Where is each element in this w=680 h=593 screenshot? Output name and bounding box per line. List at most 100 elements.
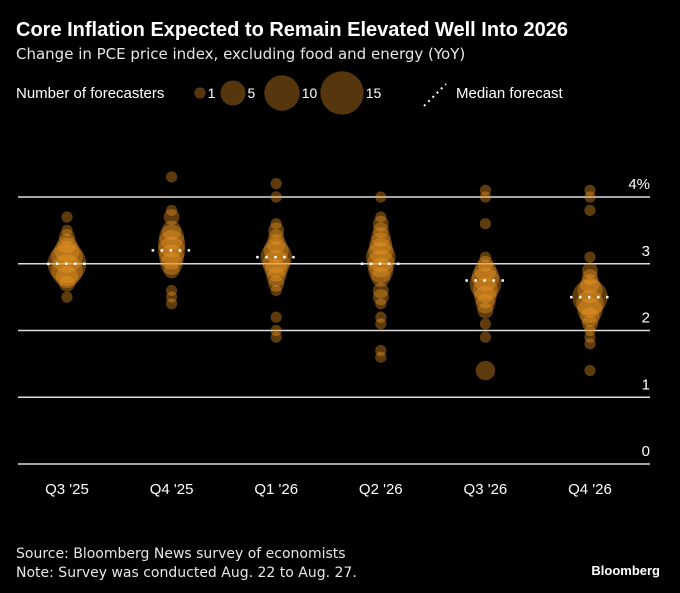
forecast-bubble (166, 171, 178, 183)
forecast-bubble (368, 237, 394, 263)
forecast-bubble (54, 237, 80, 263)
forecast-bubble (471, 263, 500, 291)
forecast-bubble (477, 255, 494, 272)
forecast-bubble (576, 290, 604, 318)
forecast-bubble (582, 262, 598, 279)
forecast-bubble (368, 257, 394, 283)
bloomberg-logo: Bloomberg (591, 563, 660, 578)
forecast-bubble (479, 218, 491, 230)
forecast-bubble (61, 224, 73, 236)
y-tick-label: 0 (642, 443, 650, 460)
forecast-bubble (270, 178, 282, 190)
forecast-bubble (372, 289, 389, 306)
forecast-bubble (157, 230, 186, 258)
size-legend-label: Number of forecasters (16, 85, 164, 102)
forecast-bubble (270, 218, 282, 230)
forecast-bubble (577, 277, 603, 303)
source-note: Source: Bloomberg News survey of economi… (16, 546, 346, 562)
forecast-bubble (477, 302, 494, 319)
y-tick-label: 3 (642, 243, 650, 260)
forecast-bubble (166, 291, 178, 303)
forecast-bubble (55, 265, 79, 289)
x-tick-label: Q4 '25 (150, 481, 194, 498)
forecast-bubble (479, 251, 491, 263)
x-tick-label: Q4 '26 (568, 481, 612, 498)
forecast-bubble (268, 275, 285, 292)
median-legend-icon (423, 83, 447, 107)
forecast-bubble (584, 184, 596, 196)
forecast-bubble (159, 224, 185, 250)
forecast-bubble (372, 282, 389, 299)
forecast-bubble (584, 324, 596, 337)
forecast-bubble (57, 234, 77, 254)
forecast-bubble (371, 267, 391, 287)
forecast-bubble (475, 360, 496, 381)
forecast-bubble (159, 244, 185, 270)
forecast-bubble (160, 252, 183, 275)
forecast-bubble (472, 277, 498, 303)
forecast-bubble (369, 232, 392, 255)
forecast-bubble (474, 285, 497, 309)
forecast-bubble (375, 191, 387, 203)
x-tick-label: Q1 '26 (254, 481, 298, 498)
forecast-bubble (268, 222, 285, 239)
forecast-bubble (163, 262, 180, 279)
forecast-bubble (580, 307, 600, 327)
forecast-bubble (371, 227, 391, 247)
forecast-bubble (166, 284, 178, 297)
forecast-bubble (375, 298, 387, 310)
forecast-bubble (469, 267, 502, 300)
forecast-bubble (584, 338, 596, 350)
forecast-bubble (59, 275, 75, 292)
median-legend-label: Median forecast (456, 85, 564, 102)
legend-bubble (220, 80, 246, 106)
forecast-bubble (270, 324, 282, 337)
forecast-bubble (266, 234, 286, 254)
forecast-bubble (582, 269, 598, 286)
forecast-bubble (270, 331, 282, 343)
forecast-bubble (372, 215, 389, 232)
forecast-bubble (584, 204, 596, 216)
forecast-bubble (263, 237, 289, 263)
forecast-bubble (375, 351, 387, 363)
forecast-bubble (479, 331, 491, 343)
forecast-bubble (268, 229, 285, 245)
forecast-bubble (375, 211, 387, 223)
forecast-bubble (265, 259, 288, 282)
forecast-bubble (161, 220, 182, 241)
forecast-bubble (166, 204, 178, 216)
forecast-bubble (479, 191, 491, 203)
forecast-bubble (474, 259, 497, 282)
chart-subtitle: Change in PCE price index, excluding foo… (16, 45, 466, 63)
forecast-bubble (375, 318, 387, 330)
y-tick-label: 4% (628, 176, 650, 193)
forecast-bubble (479, 318, 491, 330)
forecast-bubble (582, 315, 598, 332)
forecast-bubble (262, 250, 290, 278)
x-tick-label: Q3 '26 (464, 481, 508, 498)
forecast-bubble (61, 211, 73, 223)
forecast-bubble (61, 291, 73, 303)
legend-bubble-label: 1 (208, 85, 216, 101)
forecast-bubble (475, 294, 496, 314)
forecast-bubble (584, 331, 596, 343)
legend-bubble (194, 87, 206, 99)
forecast-bubble (584, 191, 596, 203)
forecast-bubble (166, 298, 178, 310)
chart-title: Core Inflation Expected to Remain Elevat… (16, 19, 568, 41)
legend-bubble (264, 75, 300, 111)
forecast-bubble (375, 344, 387, 357)
forecast-bubble (270, 284, 282, 297)
y-tick-label: 1 (642, 376, 650, 393)
x-tick-label: Q3 '25 (45, 481, 89, 498)
forecast-bubble (163, 209, 180, 225)
forecast-bubble (372, 222, 389, 239)
legend-bubble (320, 71, 364, 115)
forecast-bubble (584, 364, 596, 377)
y-tick-label: 2 (642, 310, 650, 327)
forecast-bubble (266, 267, 286, 287)
forecast-bubble (479, 184, 491, 196)
forecast-bubble (577, 297, 603, 323)
